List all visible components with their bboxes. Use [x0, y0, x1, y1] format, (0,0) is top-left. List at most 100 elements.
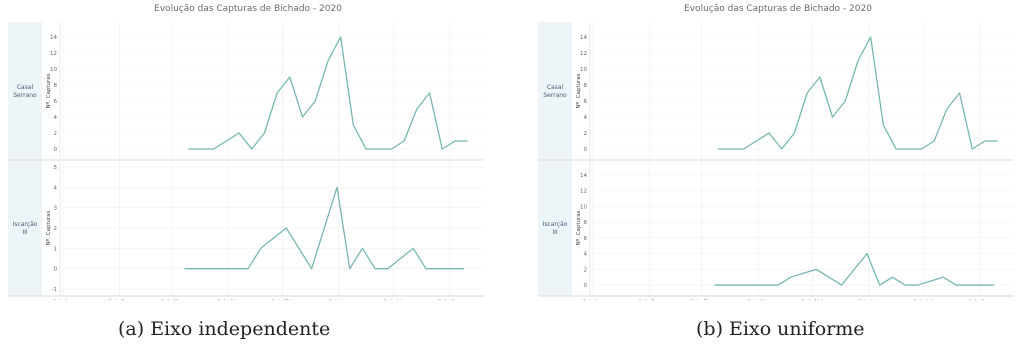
data-point — [273, 237, 275, 239]
data-point — [955, 284, 957, 286]
y-tick-label: 6 — [584, 236, 588, 242]
caption-b: (b) Eixo uniforme — [696, 318, 865, 340]
data-point — [971, 148, 973, 150]
chart-svg: 1 de Jan 1 de Fev 1 de Mar 1 de Abr 1 de Mai… — [8, 22, 484, 300]
y-tick-label: 0 — [584, 283, 588, 289]
data-point — [819, 76, 821, 78]
data-point — [200, 148, 202, 150]
data-point — [946, 108, 948, 110]
y-tick-label: 4 — [54, 115, 58, 121]
data-point — [726, 284, 728, 286]
y-tick-label: 0 — [54, 147, 58, 153]
x-tick-label: 1 de Mai — [272, 299, 293, 300]
data-point — [921, 148, 923, 150]
data-point — [454, 140, 456, 142]
data-point — [755, 140, 757, 142]
data-point — [438, 268, 440, 270]
facet-label-column — [8, 22, 42, 296]
x-tick-label: 1 de Ago — [968, 299, 990, 300]
data-point — [942, 276, 944, 278]
data-point — [187, 148, 189, 150]
x-tick-label: 1 de Mar — [691, 299, 714, 300]
data-point — [374, 268, 376, 270]
x-tick-label: 1 de Fev — [639, 299, 660, 300]
data-point — [993, 284, 995, 286]
data-point — [425, 268, 427, 270]
data-point — [222, 268, 224, 270]
data-point — [387, 268, 389, 270]
x-tick-label: 1 de Jun — [859, 299, 879, 300]
chart-panel-b: 1 de Jan 1 de Fev 1 de Mar 1 de Abr 1 de Mai… — [538, 0, 1018, 300]
data-point — [743, 148, 745, 150]
data-point — [853, 268, 855, 270]
data-point — [768, 132, 770, 134]
data-point — [764, 284, 766, 286]
data-point — [777, 284, 779, 286]
data-point — [870, 36, 872, 38]
facet-label-column — [538, 22, 572, 296]
data-point — [412, 247, 414, 249]
y-tick-label: 3 — [54, 206, 58, 212]
x-tick-label: 1 de Jul — [914, 299, 933, 300]
data-point — [285, 227, 287, 229]
y-tick-label: 6 — [584, 99, 588, 105]
data-point — [828, 276, 830, 278]
data-point — [225, 140, 227, 142]
y-tick-label: 10 — [580, 67, 587, 73]
y-axis-title: Nº. Capturas — [45, 73, 52, 108]
y-axis-title: Nº. Capturas — [575, 73, 582, 108]
y-tick-label: 5 — [54, 165, 58, 171]
y-tick-label: 12 — [580, 51, 587, 57]
x-tick-label: 1 de Abr — [218, 299, 240, 300]
y-tick-label: 8 — [584, 83, 588, 89]
data-point — [365, 148, 367, 150]
data-point — [844, 100, 846, 102]
data-point — [289, 76, 291, 78]
x-tick-label: 1 de Jun — [329, 299, 349, 300]
y-tick-label: 10 — [50, 67, 57, 73]
data-point — [739, 284, 741, 286]
data-point — [378, 148, 380, 150]
data-point — [463, 268, 465, 270]
data-point — [930, 280, 932, 282]
data-point — [794, 132, 796, 134]
series-line — [718, 36, 998, 150]
data-point — [832, 116, 834, 118]
series-line — [714, 252, 995, 286]
x-tick-label: 1 de Fev — [109, 299, 130, 300]
data-point — [790, 276, 792, 278]
x-tick-label: 1 de Abr — [748, 299, 770, 300]
caption-a: (a) Eixo independente — [118, 318, 331, 340]
data-point — [933, 140, 935, 142]
data-point — [352, 124, 354, 126]
y-tick-label: 2 — [584, 131, 588, 137]
data-point — [892, 276, 894, 278]
y-tick-label: 6 — [54, 99, 58, 105]
y-tick-label: 14 — [50, 35, 57, 41]
x-tick-label: 1 de Ago — [438, 299, 460, 300]
chart-title: Evolução das Capturas de Bichado - 2020 — [684, 4, 872, 14]
data-point — [882, 124, 884, 126]
x-tick-label: 1 de Jul — [384, 299, 403, 300]
series-line — [184, 186, 465, 270]
data-point — [803, 272, 805, 274]
data-point — [904, 284, 906, 286]
data-point — [959, 92, 961, 94]
x-tick-label: 1 de Jan — [583, 299, 603, 300]
y-tick-label: -1 — [52, 287, 57, 293]
data-point — [247, 268, 249, 270]
data-point — [980, 284, 982, 286]
chart-title: Evolução das Capturas de Bichado - 2020 — [154, 4, 342, 14]
y-tick-label: 2 — [54, 131, 58, 137]
facet-label: Iscarção III — [543, 221, 568, 236]
data-point — [984, 140, 986, 142]
data-point — [781, 148, 783, 150]
chart-panel-a: 1 de Jan 1 de Fev 1 de Mar 1 de Abr 1 de Mai… — [8, 0, 488, 300]
data-point — [323, 227, 325, 229]
data-point — [400, 258, 402, 260]
data-point — [403, 140, 405, 142]
y-tick-label: 8 — [584, 220, 588, 226]
data-point — [184, 268, 186, 270]
data-point — [908, 148, 910, 150]
y-tick-label: 1 — [54, 246, 58, 252]
